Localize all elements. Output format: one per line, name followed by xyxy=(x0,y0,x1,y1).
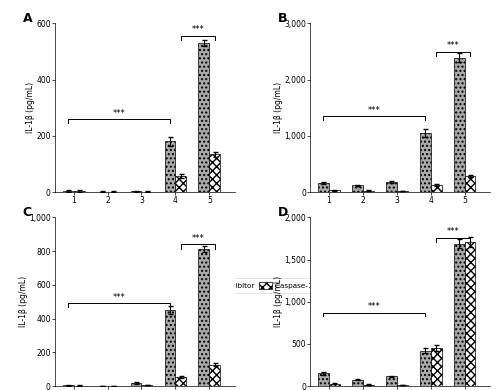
Text: ***: *** xyxy=(112,109,125,118)
Bar xyxy=(363,191,374,192)
Bar xyxy=(164,142,175,192)
Text: D: D xyxy=(278,206,288,218)
Bar xyxy=(430,348,442,386)
Bar xyxy=(210,154,220,192)
Bar xyxy=(130,383,141,386)
Y-axis label: IL-1β (pg/mL): IL-1β (pg/mL) xyxy=(18,276,28,327)
Bar xyxy=(176,378,186,386)
Bar xyxy=(352,185,363,192)
Bar xyxy=(210,365,220,386)
Text: ***: *** xyxy=(368,302,380,311)
Bar xyxy=(329,190,340,192)
Bar xyxy=(142,191,152,192)
Bar xyxy=(164,310,175,386)
Bar xyxy=(420,133,430,192)
Text: ***: *** xyxy=(447,41,460,50)
Bar xyxy=(464,242,475,386)
Bar xyxy=(198,43,209,192)
Bar xyxy=(454,243,464,386)
Bar xyxy=(63,385,74,386)
Y-axis label: IL-1β (pg/mL): IL-1β (pg/mL) xyxy=(274,276,283,327)
Bar xyxy=(386,376,396,386)
Text: B: B xyxy=(278,12,287,25)
Bar xyxy=(74,191,85,192)
Bar xyxy=(63,191,74,192)
Bar xyxy=(329,384,340,386)
Text: ***: *** xyxy=(192,234,204,243)
Y-axis label: IL-1β (pg/mL): IL-1β (pg/mL) xyxy=(274,82,283,133)
Bar xyxy=(198,250,209,386)
Bar xyxy=(352,380,363,386)
Bar xyxy=(142,385,152,386)
Bar xyxy=(464,176,475,192)
Bar xyxy=(318,374,329,386)
Text: ***: *** xyxy=(192,25,204,34)
Bar xyxy=(430,185,442,192)
Text: A: A xyxy=(22,12,32,25)
Bar xyxy=(96,191,108,192)
Text: ***: *** xyxy=(447,227,460,236)
Bar xyxy=(108,191,118,192)
Text: ***: *** xyxy=(368,106,380,115)
Bar xyxy=(363,385,374,386)
Text: C: C xyxy=(22,206,32,218)
Bar xyxy=(420,351,430,386)
Text: ***: *** xyxy=(112,293,125,302)
Bar xyxy=(454,58,464,192)
Bar xyxy=(130,191,141,192)
Bar xyxy=(386,182,396,192)
Bar xyxy=(396,191,407,192)
Bar xyxy=(396,385,407,386)
Bar xyxy=(318,183,329,192)
Y-axis label: IL-1β (pg/mL): IL-1β (pg/mL) xyxy=(26,82,35,133)
Bar xyxy=(176,176,186,192)
Legend: Without inhibitor, Caspase-1 inhibitor: Without inhibitor, Caspase-1 inhibitor xyxy=(175,278,348,293)
